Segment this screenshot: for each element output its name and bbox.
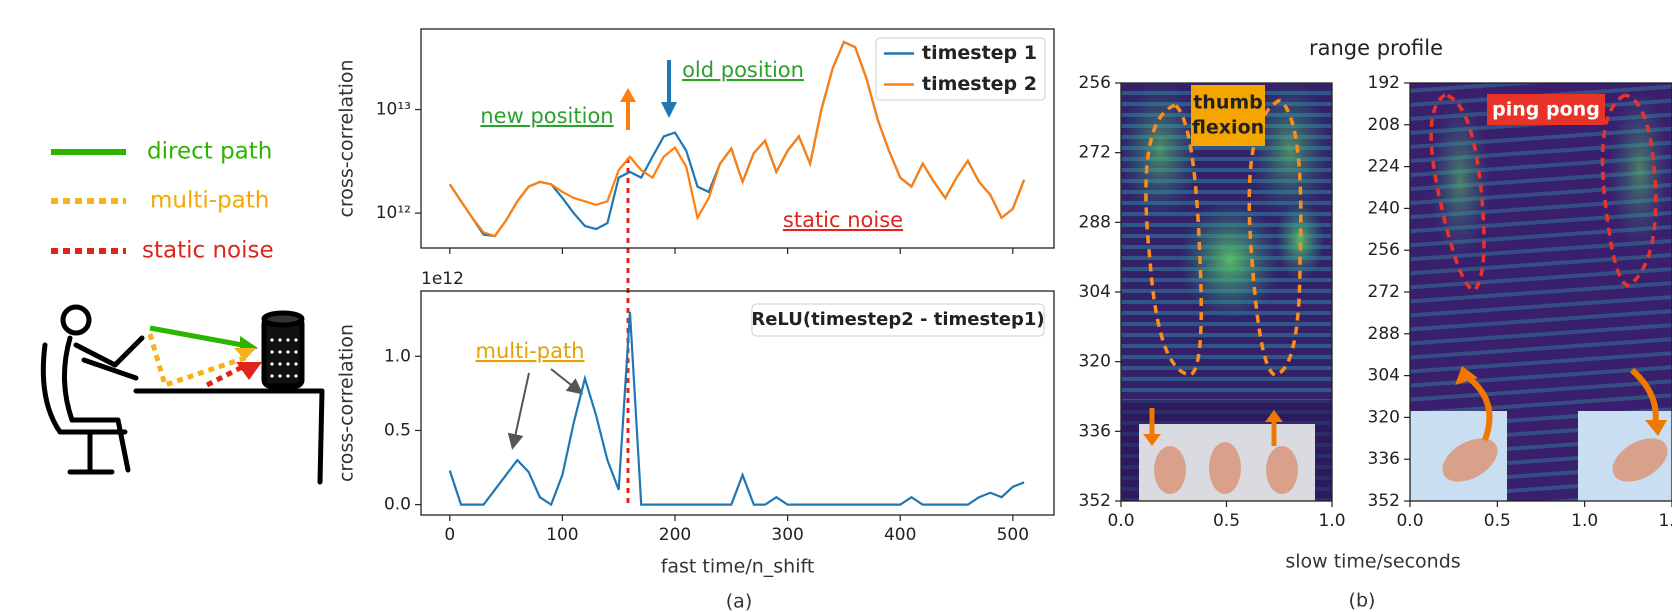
arrow-head xyxy=(661,102,677,118)
series-line xyxy=(448,40,1026,238)
y-tick-label: 10¹³ xyxy=(376,100,411,120)
legend-label: ReLU(timestep2 - timestep1) xyxy=(751,309,1044,330)
axes-frame xyxy=(420,290,1055,516)
x-tick-label: 0.5 xyxy=(1213,511,1240,531)
series-line xyxy=(448,311,1025,507)
legend-label: static noise xyxy=(142,238,274,264)
y-tick-label: 352 xyxy=(1368,491,1400,511)
y-tick-label: 304 xyxy=(1079,282,1111,302)
arrow xyxy=(507,372,530,450)
axes-frame xyxy=(1120,82,1333,502)
annotation: static noise xyxy=(783,208,903,232)
axes-frame xyxy=(1409,82,1672,502)
x-tick-label: 400 xyxy=(884,525,916,545)
y-tick-label: 256 xyxy=(1079,73,1111,93)
axes-frame xyxy=(420,28,1055,249)
caption: (a) xyxy=(726,591,752,612)
caption: (b) xyxy=(1349,590,1376,612)
x-tick-label: 1.5 xyxy=(1658,511,1672,531)
y-tick-label: 0.5 xyxy=(384,420,411,440)
y-tick-label: 272 xyxy=(1368,282,1400,302)
heatmap-image xyxy=(1121,83,1332,501)
y-tick-label: 336 xyxy=(1079,421,1111,441)
y-tick-label: 352 xyxy=(1079,491,1111,511)
x-tick-label: 0 xyxy=(444,525,455,545)
y-tick-label: 288 xyxy=(1368,324,1400,344)
annotation: new position xyxy=(480,104,613,128)
y-tick-label: 224 xyxy=(1368,157,1400,177)
x-axis-label: fast time/n_shift xyxy=(661,556,815,578)
y-tick-label: 320 xyxy=(1368,407,1400,427)
legend-label: multi-path xyxy=(150,188,269,214)
x-tick-label: 1.0 xyxy=(1571,511,1598,531)
legend-label: timestep 1 xyxy=(922,42,1037,64)
y-tick-label: 10¹² xyxy=(376,203,411,223)
y-tick-label: 304 xyxy=(1368,366,1400,386)
x-tick-label: 500 xyxy=(997,525,1029,545)
annotation-box xyxy=(1191,85,1265,146)
y-tick-label: 288 xyxy=(1079,212,1111,232)
y-tick-label: 208 xyxy=(1368,115,1400,135)
y-axis-label: cross-correlation xyxy=(336,59,358,217)
x-tick-label: 0.5 xyxy=(1484,511,1511,531)
path-legend: direct path multi-path static noise xyxy=(51,139,274,264)
legend-box xyxy=(751,303,1045,337)
annotation-box xyxy=(1487,94,1605,125)
heatmap-image xyxy=(1410,83,1672,501)
y-tick-label: 256 xyxy=(1368,240,1400,260)
annotation: ping pong xyxy=(1492,99,1600,121)
panel-title: range profile xyxy=(1309,36,1443,60)
y-offset-label: 1e12 xyxy=(421,269,464,289)
y-tick-label: 240 xyxy=(1368,198,1400,218)
arrow-head xyxy=(620,88,636,102)
arrow xyxy=(550,368,584,395)
annotation: old position xyxy=(682,58,804,82)
speaker-dots xyxy=(270,338,298,378)
y-tick-label: 1.0 xyxy=(384,346,411,366)
annotation: flexion xyxy=(1192,117,1264,139)
illustration xyxy=(40,304,325,485)
legend-label: direct path xyxy=(147,139,272,165)
x-tick-label: 300 xyxy=(771,525,803,545)
x-tick-label: 0.0 xyxy=(1107,511,1134,531)
legend-label: timestep 2 xyxy=(922,73,1037,95)
x-tick-label: 1.0 xyxy=(1318,511,1345,531)
y-tick-label: 272 xyxy=(1079,143,1111,163)
x-tick-label: 100 xyxy=(546,525,578,545)
x-tick-label: 0.0 xyxy=(1396,511,1423,531)
y-tick-label: 192 xyxy=(1368,73,1400,93)
y-tick-label: 336 xyxy=(1368,449,1400,469)
annotation: thumb xyxy=(1193,92,1263,114)
y-axis-label: cross-correlation xyxy=(336,324,358,482)
y-tick-label: 320 xyxy=(1079,352,1111,372)
legend-box xyxy=(875,37,1046,101)
signal-paths xyxy=(147,325,262,389)
x-tick-label: 200 xyxy=(659,525,691,545)
x-axis-label: slow time/seconds xyxy=(1285,551,1460,573)
annotation: multi-path xyxy=(476,339,585,363)
y-tick-label: 0.0 xyxy=(384,495,411,515)
